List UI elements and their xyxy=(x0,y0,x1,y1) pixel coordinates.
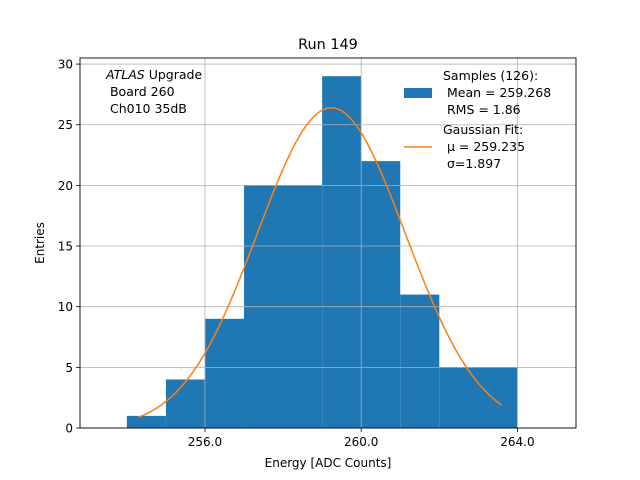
legend: Samples (126): Mean = 259.268 RMS = 1.86… xyxy=(404,68,551,171)
legend-fit-title: Gaussian Fit: xyxy=(443,122,523,137)
y-axis-ticks: 0 5 10 15 20 25 30 xyxy=(58,58,80,436)
x-tick-label-2: 260.0 xyxy=(344,435,378,449)
svg-text:ATLAS Upgrade: ATLAS Upgrade xyxy=(105,67,202,82)
gaussian-fit-curve xyxy=(138,107,503,418)
y-tick-label-6: 25 xyxy=(58,118,73,132)
y-tick-label-1: 0 xyxy=(65,422,73,436)
annotation-line3: Ch010 35dB xyxy=(106,101,187,116)
y-tick-label-7: 30 xyxy=(58,58,73,72)
legend-samples-swatch xyxy=(404,88,432,98)
histogram-bar-5 xyxy=(322,76,362,429)
legend-fit-mu: μ = 259.235 xyxy=(443,139,525,154)
histogram-bar-7 xyxy=(400,294,440,428)
histogram-bar-8 xyxy=(439,367,518,428)
y-axis-label: Entries xyxy=(33,222,47,264)
x-axis-ticks: 256.0 260.0 264.0 xyxy=(188,428,535,449)
atlas-annotation: ATLAS Upgrade Board 260 Ch010 35dB xyxy=(105,67,202,116)
x-axis-label: Energy [ADC Counts] xyxy=(265,456,392,470)
legend-fit-sigma: σ=1.897 xyxy=(443,156,501,171)
y-tick-label-5: 20 xyxy=(58,179,73,193)
chart-title: Run 149 xyxy=(298,37,358,53)
x-tick-label-3: 264.0 xyxy=(500,435,534,449)
y-tick-label-2: 5 xyxy=(65,361,73,375)
y-tick-label-4: 15 xyxy=(58,240,73,254)
legend-samples-title: Samples (126): xyxy=(443,68,538,83)
annotation-line2: Board 260 xyxy=(106,84,175,99)
histogram-bar-2 xyxy=(165,379,205,428)
histogram-bar-3 xyxy=(204,318,245,428)
annotation-line1: Upgrade xyxy=(145,67,203,82)
annotation-italic: ATLAS xyxy=(105,67,145,82)
legend-samples-rms: RMS = 1.86 xyxy=(443,102,521,117)
plot-frame xyxy=(79,57,577,429)
histogram-bars xyxy=(80,58,576,429)
histogram-bar-6 xyxy=(361,161,401,429)
histogram-bar-1 xyxy=(126,415,166,428)
x-tick-label-1: 256.0 xyxy=(188,435,222,449)
y-tick-label-3: 10 xyxy=(58,300,73,314)
legend-samples-mean: Mean = 259.268 xyxy=(443,85,551,100)
